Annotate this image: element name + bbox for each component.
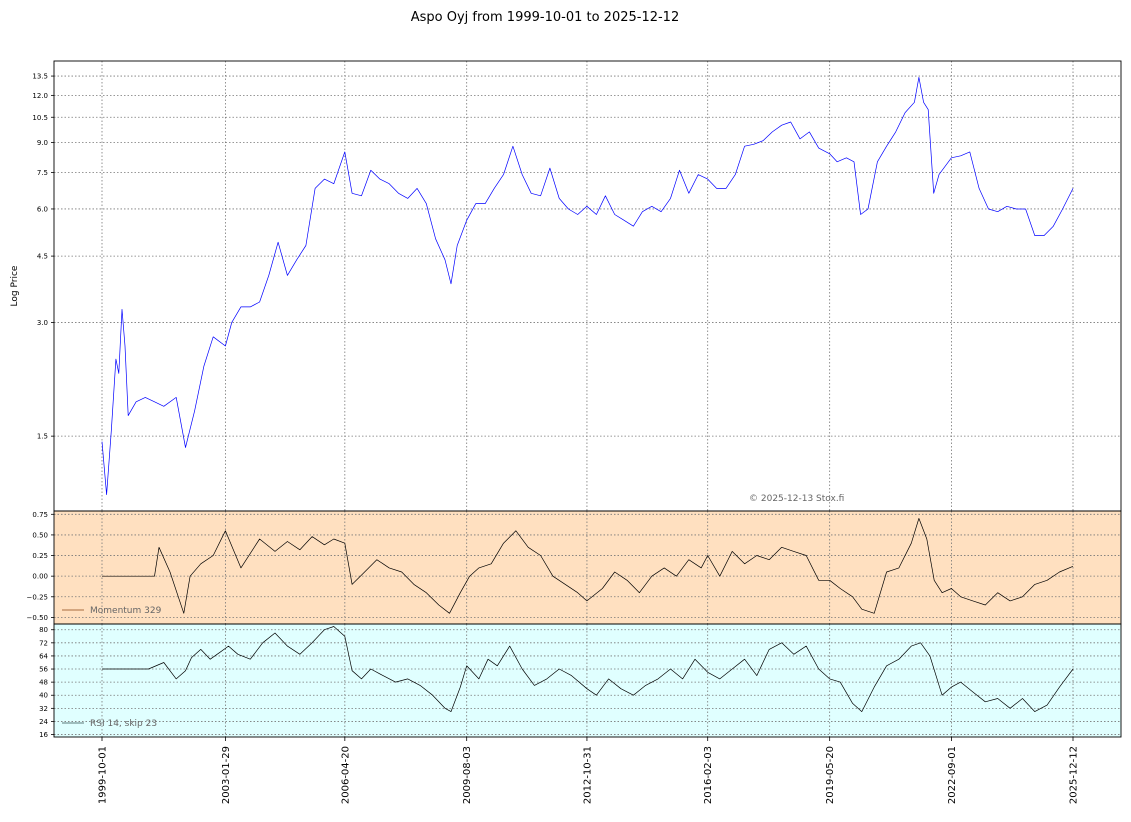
panel-price-grid: 1.5 3.0 4.5 6.0 7.5 9.0 10.5 12.0 13.5 <box>32 61 1121 511</box>
y-tick-label: 32 <box>39 705 48 713</box>
panel-momentum-grid: −0.50 −0.25 0.00 0.25 0.50 0.75 <box>27 511 1121 624</box>
y-tick-label: 9.0 <box>37 139 48 147</box>
y-tick-label: 3.0 <box>37 319 48 327</box>
y-tick-label: 56 <box>39 666 48 674</box>
y-tick-label: 0.50 <box>32 531 48 539</box>
y-tick-label: 0.75 <box>32 511 48 519</box>
legend-label: RSI 14, skip 23 <box>90 719 157 729</box>
legend-label: Momentum 329 <box>90 606 162 616</box>
panel-price-background <box>54 61 1121 511</box>
y-tick-label: 40 <box>39 692 48 700</box>
y-tick-label: 1.5 <box>37 433 48 441</box>
x-tick-label: 1999-10-01 <box>98 746 109 804</box>
price-y-axis-label: Log Price <box>10 265 20 306</box>
y-tick-label: 0.25 <box>32 552 48 560</box>
panel-momentum-background <box>54 511 1121 624</box>
y-tick-label: 13.5 <box>32 73 48 81</box>
x-tick-label: 2009-08-03 <box>462 746 473 804</box>
x-tick-label: 2012-10-31 <box>582 746 593 804</box>
y-tick-label: 48 <box>39 679 48 687</box>
y-tick-label: −0.50 <box>27 614 48 622</box>
y-tick-label: 64 <box>39 652 48 660</box>
y-tick-label: 72 <box>39 639 48 647</box>
x-axis: 1999-10-01 2003-01-29 2006-04-20 2009-08-03… <box>98 737 1080 804</box>
y-tick-label: 10.5 <box>32 114 48 122</box>
x-tick-label: 2016-02-03 <box>703 746 714 804</box>
y-tick-label: 7.5 <box>37 169 48 177</box>
y-tick-label: 16 <box>39 731 48 739</box>
x-tick-label: 2006-04-20 <box>340 746 351 804</box>
series-line-price <box>101 76 1074 495</box>
panel-rsi-background <box>54 624 1121 737</box>
y-tick-label: 12.0 <box>32 92 48 100</box>
y-tick-label: 80 <box>39 626 48 634</box>
chart-title: Aspo Oyj from 1999-10-01 to 2025-12-12 <box>411 10 679 25</box>
x-tick-label: 2022-09-01 <box>947 746 958 804</box>
y-tick-label: 4.5 <box>37 253 48 261</box>
y-tick-label: −0.25 <box>27 593 48 601</box>
series-line-rsi <box>102 626 1074 712</box>
panel-rsi-grid: 16 24 32 40 48 56 64 72 80 <box>39 624 1121 739</box>
x-tick-label: 2003-01-29 <box>221 746 232 804</box>
y-tick-label: 6.0 <box>37 205 48 213</box>
y-tick-label: 24 <box>39 718 48 726</box>
y-tick-label: 0.00 <box>32 573 48 581</box>
x-tick-label: 2019-05-20 <box>825 746 836 804</box>
legend-momentum: Momentum 329 <box>62 606 162 616</box>
x-tick-label: 2025-12-12 <box>1069 746 1080 804</box>
series-line-momentum <box>102 518 1074 614</box>
panel-rsi-frame <box>53 623 1122 738</box>
copyright-annotation: © 2025-12-13 Stox.fi <box>749 494 844 504</box>
legend-rsi: RSI 14, skip 23 <box>62 719 157 729</box>
